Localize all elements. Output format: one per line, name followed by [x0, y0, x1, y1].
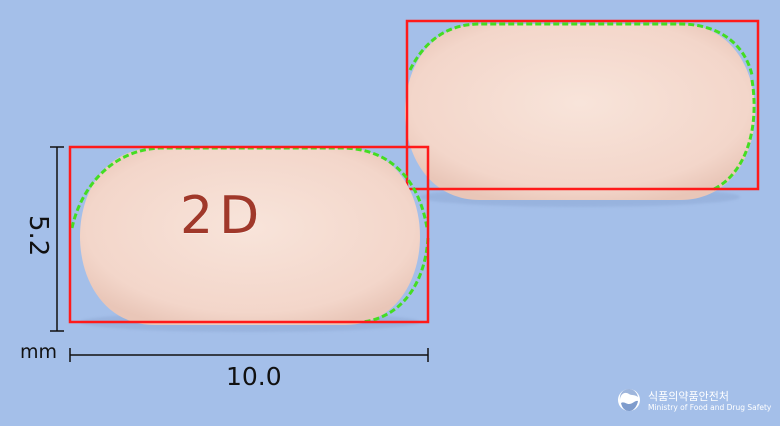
mfds-korean-name: 식품의약품안전처	[648, 390, 729, 403]
pill-imprint-text: 2D	[180, 186, 266, 246]
pill-front-view	[68, 145, 430, 332]
mfds-watermark: 식품의약품안전처 Ministry of Food and Drug Safet…	[617, 386, 771, 416]
width-measurement-label: 10.0	[226, 362, 282, 391]
height-measurement-label: 5.2	[23, 215, 53, 257]
pill-front-body	[80, 148, 420, 325]
height-dimension-line	[50, 146, 64, 332]
pill-back-view	[405, 19, 760, 207]
pill-back-bounding-box	[405, 19, 760, 191]
pill-back-outline	[408, 22, 754, 76]
pill-back-body	[405, 24, 755, 200]
unit-label: mm	[20, 341, 58, 363]
mfds-english-name: Ministry of Food and Drug Safety	[648, 403, 772, 412]
pill-back-outline-right	[711, 79, 756, 192]
pill-front-bounding-box	[68, 145, 430, 324]
pill-front-outline-right	[361, 237, 430, 324]
mfds-logo-icon	[618, 389, 640, 411]
width-dimension-line	[69, 348, 429, 362]
